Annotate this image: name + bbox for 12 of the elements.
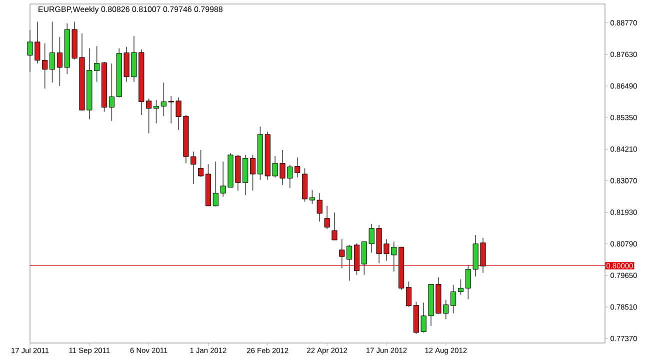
candlestick [56, 36, 63, 86]
candlestick [108, 63, 114, 122]
candlestick [332, 212, 338, 240]
candlestick [316, 192, 322, 222]
candlestick [198, 150, 204, 178]
candlestick [406, 281, 412, 308]
candlestick [324, 206, 330, 230]
candlestick [49, 21, 56, 84]
candlestick [458, 278, 464, 296]
candlestick [309, 190, 315, 204]
candlestick [250, 154, 256, 192]
candlestick [153, 100, 160, 124]
